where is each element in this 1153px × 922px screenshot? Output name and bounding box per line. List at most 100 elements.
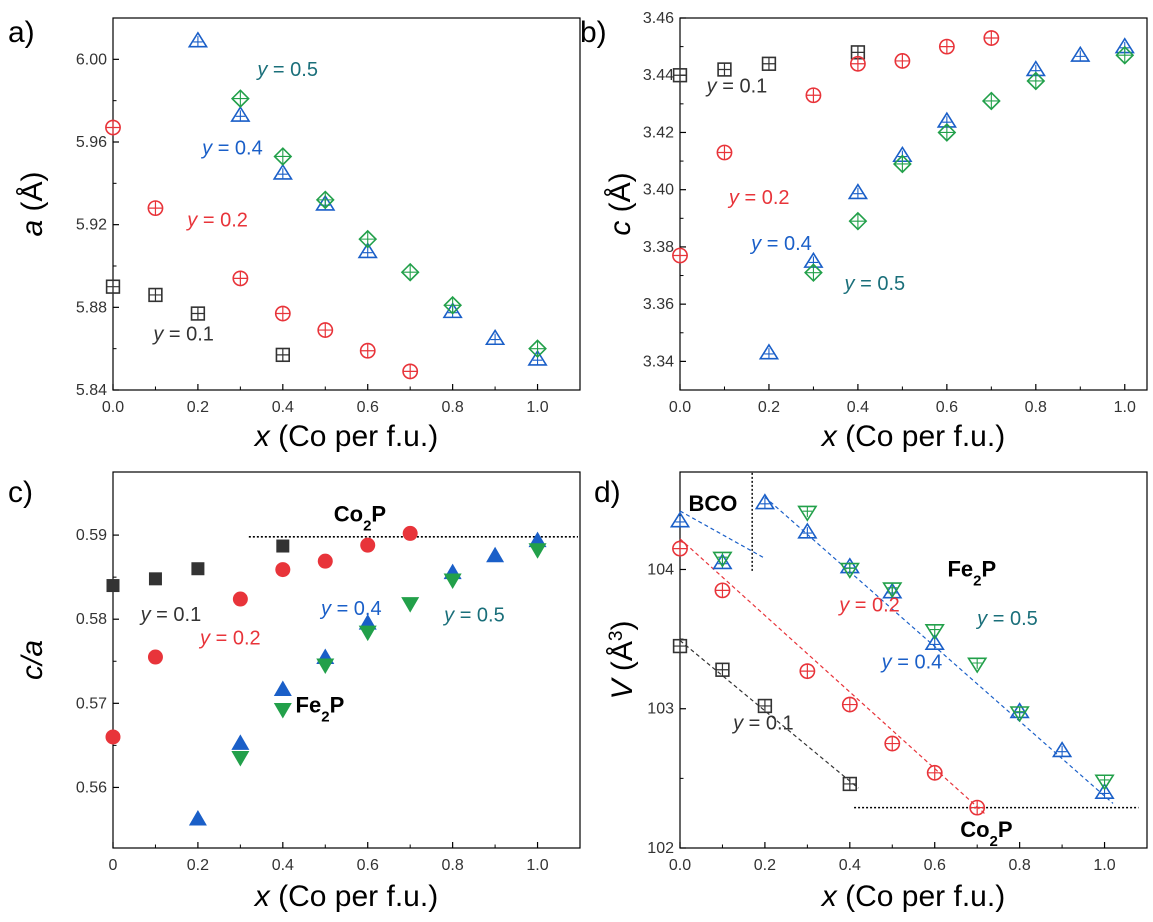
data-point — [847, 183, 869, 200]
y-axis-title: c (Å) — [604, 172, 637, 235]
series-y05 — [712, 505, 1115, 791]
data-point — [272, 163, 293, 180]
x-axis-title: x (Co per f.u.) — [820, 420, 1005, 453]
panel-letter: a) — [8, 16, 35, 49]
y-tick-label: 104 — [647, 561, 674, 578]
data-point — [981, 91, 1001, 111]
data-point — [884, 735, 901, 752]
x-tick-label: 0.6 — [924, 857, 946, 874]
series-label: y = 0.1 — [705, 75, 768, 97]
series-y01 — [105, 279, 290, 363]
phase-label: BCO — [688, 491, 737, 516]
series-y04 — [669, 493, 1115, 800]
phase-label: Fe2P — [296, 693, 345, 726]
data-point — [924, 624, 945, 641]
fit-line — [764, 496, 1114, 804]
data-point — [187, 31, 209, 48]
data-point — [1026, 71, 1046, 91]
series-label: y = 0.2 — [727, 187, 790, 209]
data-point — [232, 270, 249, 287]
data-point — [276, 539, 290, 553]
data-point — [1051, 741, 1073, 758]
series-label: y = 0.1 — [151, 323, 214, 345]
y-tick-label: 3.36 — [643, 296, 674, 313]
series-label: y = 0.5 — [442, 605, 505, 627]
data-point — [754, 493, 776, 510]
data-point — [672, 540, 688, 557]
data-point — [714, 582, 731, 599]
series-y02 — [672, 540, 986, 816]
x-tick-label: 0.4 — [847, 399, 869, 416]
data-point — [672, 247, 688, 264]
data-point — [317, 322, 334, 338]
data-point — [712, 551, 733, 568]
data-point — [528, 339, 547, 359]
data-point — [669, 511, 691, 528]
data-point — [805, 87, 822, 104]
series-y04 — [187, 31, 548, 366]
y-tick-label: 3.44 — [643, 67, 674, 84]
data-point — [882, 582, 903, 599]
y-tick-label: 102 — [647, 840, 674, 857]
plot-frame — [112, 17, 581, 391]
data-point — [758, 343, 780, 360]
y-axis-title: V (Å3) — [606, 621, 640, 700]
data-point — [400, 262, 420, 282]
data-point — [967, 657, 988, 674]
data-point — [528, 543, 547, 559]
data-point — [275, 347, 290, 363]
data-point — [317, 553, 333, 569]
x-tick-label: 0.2 — [187, 399, 209, 416]
data-point — [1094, 774, 1115, 791]
fit-line — [679, 640, 859, 789]
x-tick-label: 0.8 — [442, 857, 464, 874]
plot-frame — [679, 471, 1148, 849]
data-point — [672, 638, 688, 654]
data-point — [402, 525, 418, 541]
data-point — [443, 573, 462, 590]
data-point — [799, 663, 816, 680]
y-tick-label: 3.40 — [643, 182, 674, 199]
x-axis-title: x (Co per f.u.) — [253, 420, 438, 453]
plot-frame — [112, 471, 581, 849]
x-tick-label: 1.0 — [1114, 399, 1136, 416]
y-tick-label: 3.42 — [643, 124, 674, 141]
data-point — [402, 363, 419, 380]
data-point — [147, 649, 163, 665]
data-point — [484, 328, 506, 346]
x-axis-title: x (Co per f.u.) — [253, 880, 438, 913]
data-point — [106, 579, 120, 593]
data-point — [849, 55, 866, 72]
series-label: y = 0.5 — [255, 59, 318, 81]
data-point — [716, 144, 733, 161]
x-tick-label: 1.0 — [526, 857, 548, 874]
data-point — [797, 522, 818, 539]
y-tick-label: 3.34 — [643, 353, 674, 370]
chart-panel-1: a) 0.0 0.2 0.4 0.6 0.8 1.0 5.84 5.88 5.92 5.96 6.00… — [8, 16, 581, 453]
plot-frame — [679, 17, 1148, 391]
data-point — [672, 68, 688, 83]
series-y04 — [188, 531, 547, 826]
fit-line — [679, 510, 766, 559]
x-tick-label: 0.0 — [102, 399, 124, 416]
series-label: y = 0.5 — [975, 608, 1038, 630]
x-tick-label: 0.4 — [272, 399, 294, 416]
data-point — [797, 505, 818, 522]
x-tick-label: 1.0 — [1093, 857, 1115, 874]
series-y05 — [230, 89, 547, 359]
data-point — [360, 537, 376, 553]
x-tick-label: 0.2 — [758, 399, 780, 416]
y-axis-title: a (Å) — [16, 171, 49, 236]
phase-label: Co2P — [960, 817, 1012, 850]
y-tick-label: 6.00 — [76, 51, 107, 68]
x-tick-label: 0.6 — [936, 399, 958, 416]
x-tick-label: 0.0 — [669, 399, 691, 416]
series-label: y = 0.4 — [880, 651, 943, 673]
data-point — [894, 52, 911, 69]
series-label: y = 0.2 — [185, 210, 248, 232]
y-tick-label: 0.56 — [76, 779, 107, 796]
data-point — [839, 562, 860, 579]
chart-panel-3: c) 0 0.2 0.4 0.6 0.8 1.0 0.56 0.57 0.58 0.59 x (Co … — [8, 471, 581, 913]
series-y01 — [672, 45, 866, 83]
x-tick-label: 0.2 — [187, 857, 209, 874]
